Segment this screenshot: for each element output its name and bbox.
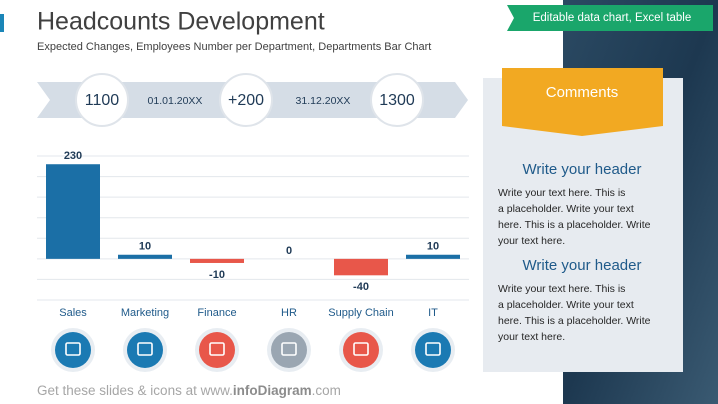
comment-header: Write your header [523, 257, 642, 274]
comment-line: Write your text here. This is [498, 187, 625, 199]
title: Headcounts Development [37, 8, 325, 36]
bar [334, 258, 388, 276]
icon-glyph [209, 342, 225, 356]
chart: 230 Sales 10 Marketing -10 Finance 0 HR -40 Suppl… [37, 150, 469, 372]
start-value: 1100 [85, 92, 120, 109]
bar [46, 164, 100, 259]
comments-title: Comments [546, 84, 619, 101]
bar [406, 254, 460, 259]
change-value: +200 [228, 92, 264, 109]
start-date: 01.01.20XX [148, 95, 203, 107]
icon [127, 332, 163, 368]
data-label: 10 [427, 241, 439, 253]
footer-prefix: Get these slides & icons at www. [37, 383, 233, 398]
subtitle: Expected Changes, Employees Number per D… [37, 41, 431, 53]
accent [0, 14, 4, 32]
tag-bg [507, 5, 713, 31]
comments-body: Write your header Write your text here. T… [498, 161, 651, 343]
comment-line: here. This is a placeholder. Write [498, 315, 651, 327]
comment-line: Write your text here. This is [498, 283, 625, 295]
end-value: 1300 [379, 92, 415, 109]
data-label: 230 [64, 150, 82, 162]
icon [55, 332, 91, 368]
icon [199, 332, 235, 368]
data-label: -10 [209, 269, 225, 281]
x-tick-label: Finance [197, 307, 236, 319]
icon [343, 332, 379, 368]
comment-line: a placeholder. Write your text [498, 299, 634, 311]
icon [271, 332, 307, 368]
icon [415, 332, 451, 368]
end-circle [370, 73, 424, 127]
bar [190, 258, 244, 263]
end-date: 31.12.20XX [296, 95, 351, 107]
x-tick-label: Marketing [121, 307, 169, 319]
icon-glyph [425, 342, 441, 356]
footer-brand: infoDiagram [233, 383, 312, 398]
x-tick-label: IT [428, 307, 438, 319]
x-tick-label: Supply Chain [328, 307, 393, 319]
comments-header [502, 68, 663, 136]
change-circle [219, 73, 273, 127]
icon-glyph [281, 342, 297, 356]
comment-line: here. This is a placeholder. Write [498, 219, 651, 231]
x-tick-label: Sales [59, 307, 87, 319]
data-label: 10 [139, 241, 151, 253]
start-circle [75, 73, 129, 127]
data-label: -40 [353, 281, 369, 293]
tag: Editable data chart, Excel table [533, 12, 692, 24]
footer: Get these slides & icons at www.infoDiag… [37, 383, 341, 398]
comment-line: your text here. [498, 235, 565, 247]
comment-line: your text here. [498, 331, 565, 343]
comment-line: a placeholder. Write your text [498, 203, 634, 215]
icon-glyph [353, 342, 369, 356]
footer-suffix: .com [312, 383, 341, 398]
x-tick-label: HR [281, 307, 297, 319]
icon-glyph [65, 342, 81, 356]
icon-glyph [137, 342, 153, 356]
comment-header: Write your header [523, 161, 642, 178]
data-label: 0 [286, 245, 292, 257]
bar [118, 254, 172, 259]
